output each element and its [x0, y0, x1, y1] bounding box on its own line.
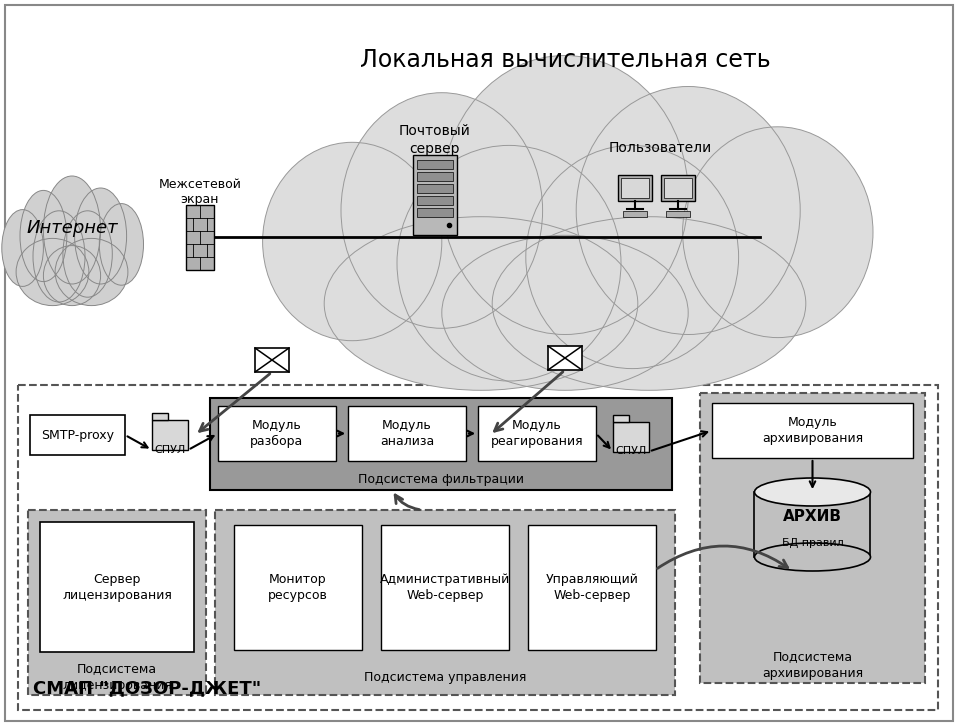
Bar [417, 172, 453, 181]
Bar [417, 208, 453, 217]
Ellipse shape [33, 211, 85, 302]
Bar [478, 406, 596, 461]
Text: Подсистема
лицензирования: Подсистема лицензирования [62, 663, 171, 691]
Bar [621, 178, 649, 198]
Ellipse shape [341, 93, 542, 328]
Ellipse shape [20, 190, 67, 282]
Bar [613, 415, 629, 422]
Bar [417, 196, 453, 205]
Bar [28, 510, 206, 695]
Ellipse shape [526, 145, 739, 369]
Bar [664, 178, 692, 198]
Text: Пользователи: Пользователи [608, 141, 712, 155]
Ellipse shape [63, 211, 112, 297]
Ellipse shape [324, 216, 638, 391]
Bar [234, 525, 362, 650]
Text: СПУЛ: СПУЛ [615, 446, 647, 457]
Bar [18, 385, 938, 710]
Bar [417, 184, 453, 193]
Bar [40, 522, 194, 652]
Text: SMTP-proxy: SMTP-proxy [41, 428, 114, 441]
Ellipse shape [262, 142, 442, 340]
Text: Подсистема фильтрации: Подсистема фильтрации [358, 473, 524, 486]
Ellipse shape [43, 176, 101, 284]
Ellipse shape [397, 145, 621, 381]
Text: АРХИВ: АРХИВ [783, 509, 842, 524]
Bar [30, 415, 125, 455]
Bar [755, 492, 871, 557]
Ellipse shape [755, 543, 871, 571]
Text: СПУЛ: СПУЛ [154, 445, 186, 455]
Text: Подсистема
архивирования: Подсистема архивирования [762, 650, 863, 680]
Bar [152, 413, 169, 420]
Text: Локальная вычислительная сеть: Локальная вычислительная сеть [359, 48, 770, 72]
Bar [623, 211, 647, 217]
Text: Почтовый
сервер: Почтовый сервер [399, 124, 471, 155]
Text: Модуль
разбора: Модуль разбора [250, 419, 304, 448]
Bar [413, 155, 457, 235]
Text: Модуль
реагирования: Модуль реагирования [490, 419, 583, 448]
Ellipse shape [100, 203, 144, 285]
Bar [215, 510, 675, 695]
Bar [528, 525, 656, 650]
Text: Сервер
лицензирования: Сервер лицензирования [62, 573, 171, 602]
Bar [348, 406, 466, 461]
Bar [618, 175, 652, 201]
Text: Монитор
ресурсов: Монитор ресурсов [268, 573, 328, 602]
Ellipse shape [43, 245, 101, 306]
Bar [186, 205, 214, 269]
Ellipse shape [683, 127, 873, 338]
Bar [613, 422, 649, 452]
Bar [666, 211, 690, 217]
Bar [218, 406, 336, 461]
Ellipse shape [16, 238, 89, 306]
Ellipse shape [492, 216, 806, 391]
Bar [548, 346, 582, 370]
Text: Модуль
архивирования: Модуль архивирования [762, 416, 863, 445]
Ellipse shape [755, 478, 871, 506]
Bar [661, 175, 695, 201]
Bar [255, 348, 289, 372]
Text: Подсистема управления: Подсистема управления [364, 671, 526, 683]
Bar [417, 160, 453, 169]
Ellipse shape [442, 55, 688, 335]
Text: БД правил: БД правил [782, 538, 843, 547]
Bar [152, 420, 188, 450]
Ellipse shape [2, 210, 43, 286]
Bar [700, 393, 925, 683]
Text: СМАП "ДОЗОР-ДЖЕТ": СМАП "ДОЗОР-ДЖЕТ" [33, 679, 262, 697]
Ellipse shape [576, 86, 800, 335]
Text: Административный
Web-сервер: Административный Web-сервер [380, 573, 510, 602]
Bar [712, 403, 913, 458]
Bar [381, 525, 509, 650]
Text: Интернет: Интернет [26, 219, 118, 237]
Ellipse shape [75, 188, 126, 284]
Ellipse shape [442, 235, 688, 391]
Text: Межсетевой
экран: Межсетевой экран [159, 177, 241, 206]
Bar [210, 398, 672, 490]
Ellipse shape [56, 238, 128, 306]
Text: Модуль
анализа: Модуль анализа [380, 419, 434, 448]
Text: Управляющий
Web-сервер: Управляющий Web-сервер [545, 573, 638, 602]
